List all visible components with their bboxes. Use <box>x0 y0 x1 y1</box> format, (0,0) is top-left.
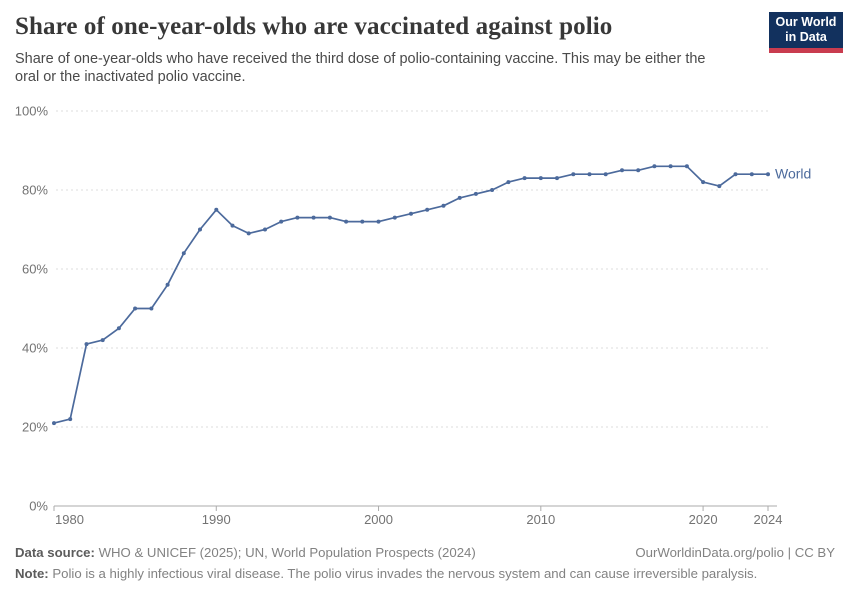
data-point-1991[interactable] <box>230 223 235 228</box>
data-point-1988[interactable] <box>181 251 186 256</box>
data-point-2012[interactable] <box>571 172 576 177</box>
owid-logo[interactable]: Our World in Data <box>769 12 843 53</box>
data-source-text: Data source: WHO & UNICEF (2025); UN, Wo… <box>15 545 476 560</box>
data-point-2019[interactable] <box>684 164 689 169</box>
note-text: Polio is a highly infectious viral disea… <box>52 566 758 581</box>
data-point-1998[interactable] <box>344 219 349 224</box>
data-point-2006[interactable] <box>473 191 478 196</box>
data-point-2018[interactable] <box>668 164 673 169</box>
data-point-1989[interactable] <box>198 227 202 232</box>
x-tick-label-2010: 2010 <box>526 512 555 527</box>
data-point-1996[interactable] <box>311 215 316 220</box>
data-point-2001[interactable] <box>392 215 397 220</box>
note-label: Note: <box>15 566 49 581</box>
y-tick-label-100: 100% <box>15 104 49 119</box>
x-tick-label-1980: 1980 <box>55 512 84 527</box>
line-chart: 0% 20% 40% 60% 80% 100% 1980 1990 2000 2010 2020 20… <box>15 104 812 528</box>
series-label-world[interactable]: World <box>775 166 811 182</box>
data-point-1985[interactable] <box>133 306 138 311</box>
data-point-1984[interactable] <box>116 326 121 331</box>
data-point-1995[interactable] <box>295 215 300 220</box>
chart-subtitle: Share of one-year-olds who have received… <box>15 51 706 85</box>
data-point-1987[interactable] <box>165 282 170 287</box>
data-point-2024[interactable] <box>766 172 770 177</box>
y-tick-label-20: 20% <box>22 420 48 435</box>
data-point-1983[interactable] <box>100 338 105 343</box>
data-point-2003[interactable] <box>425 207 430 212</box>
footer-note-row: Note: Polio is a highly infectious viral… <box>15 566 835 581</box>
data-point-2016[interactable] <box>636 168 641 173</box>
data-point-1999[interactable] <box>360 219 365 224</box>
owid-logo-line1: Our World <box>775 15 837 29</box>
data-point-1980[interactable] <box>52 421 56 426</box>
y-tick-label-0: 0% <box>29 499 48 514</box>
data-point-2020[interactable] <box>701 180 706 185</box>
data-point-1982[interactable] <box>84 342 89 347</box>
page-title: Share of one-year-olds who are vaccinate… <box>15 13 613 40</box>
data-point-2022[interactable] <box>733 172 738 177</box>
data-point-2004[interactable] <box>441 203 446 208</box>
data-point-1986[interactable] <box>149 306 154 311</box>
data-point-2008[interactable] <box>506 180 511 185</box>
attribution-link[interactable]: OurWorldinData.org/polio | CC BY <box>635 545 835 560</box>
world-line <box>53 165 769 424</box>
data-point-2010[interactable] <box>538 176 543 181</box>
data-point-2007[interactable] <box>490 188 495 192</box>
data-point-2000[interactable] <box>376 219 381 224</box>
data-point-1993[interactable] <box>263 227 267 232</box>
y-tick-label-40: 40% <box>22 341 48 356</box>
y-tick-label-80: 80% <box>22 183 48 198</box>
data-point-2021[interactable] <box>717 184 722 189</box>
footer-source-row: Data source: WHO & UNICEF (2025); UN, Wo… <box>15 545 835 560</box>
data-point-1992[interactable] <box>246 231 251 236</box>
data-point-1997[interactable] <box>327 215 332 220</box>
data-point-2011[interactable] <box>555 176 559 181</box>
x-tick-label-1990: 1990 <box>202 512 231 527</box>
data-point-1994[interactable] <box>279 219 284 224</box>
x-tick-label-2020: 2020 <box>689 512 718 527</box>
data-point-1990[interactable] <box>214 207 219 212</box>
x-tick-label-2024: 2024 <box>754 512 783 527</box>
data-point-2017[interactable] <box>652 164 657 169</box>
owid-logo-line2: in Data <box>785 30 827 44</box>
data-point-2023[interactable] <box>749 172 754 177</box>
data-point-2015[interactable] <box>620 168 624 173</box>
data-point-2014[interactable] <box>603 172 608 177</box>
data-point-2013[interactable] <box>587 172 592 177</box>
data-point-2009[interactable] <box>522 176 527 181</box>
data-source-label: Data source: <box>15 545 95 560</box>
x-tick-label-2000: 2000 <box>364 512 393 527</box>
y-tick-label-60: 60% <box>22 262 48 277</box>
data-point-2002[interactable] <box>409 211 413 216</box>
data-point-1981[interactable] <box>68 417 73 422</box>
data-point-2005[interactable] <box>457 195 462 200</box>
